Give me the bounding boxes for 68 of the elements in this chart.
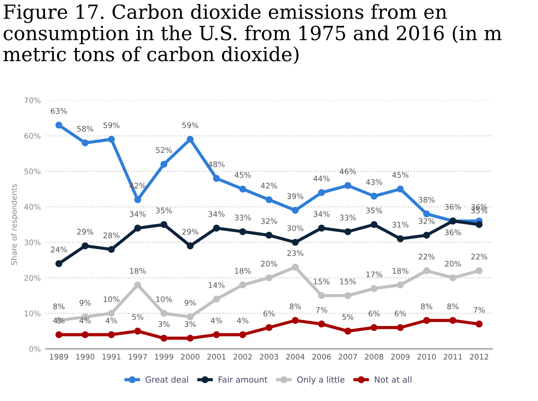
point	[108, 331, 115, 338]
point	[108, 310, 115, 317]
point	[476, 320, 483, 328]
point	[266, 324, 272, 332]
point	[186, 136, 194, 143]
point	[160, 310, 168, 317]
point	[449, 274, 456, 282]
point	[423, 210, 430, 218]
point	[212, 296, 220, 303]
point	[396, 186, 404, 193]
point	[266, 232, 272, 239]
point	[423, 232, 430, 239]
point	[344, 182, 352, 189]
legend-label: Fair amount	[218, 376, 268, 383]
point	[82, 331, 89, 338]
point	[108, 246, 115, 253]
point	[370, 192, 378, 200]
legend-label: Great deal	[146, 376, 188, 383]
point	[108, 136, 115, 143]
point	[423, 267, 430, 274]
point	[55, 331, 62, 338]
legend-label: Not at all	[374, 376, 412, 383]
point	[239, 186, 246, 193]
legend-label: Only a little	[297, 376, 344, 384]
point	[134, 281, 142, 288]
point	[212, 224, 220, 232]
point	[396, 235, 404, 242]
point	[212, 331, 220, 338]
point	[134, 328, 142, 335]
point	[55, 122, 62, 129]
point	[160, 221, 168, 228]
point	[82, 242, 89, 250]
point	[239, 281, 246, 288]
point	[344, 328, 352, 335]
point	[344, 228, 352, 236]
point	[186, 242, 194, 250]
point	[318, 224, 326, 232]
point	[476, 221, 483, 228]
point	[266, 196, 272, 204]
point	[82, 139, 89, 146]
point	[370, 324, 378, 332]
point	[396, 324, 404, 332]
point	[370, 285, 378, 292]
point	[239, 228, 246, 236]
point	[292, 206, 299, 214]
point	[134, 224, 142, 232]
point	[239, 331, 246, 338]
point	[212, 174, 220, 182]
point	[292, 238, 299, 246]
point	[318, 320, 326, 328]
chart-title: Figure 17. Carbon dioxide emissions from en consumption in the U.S. from 1975 and 2016 (in m metric tons of carbon dioxide)	[3, 4, 502, 64]
point	[292, 264, 299, 271]
point	[266, 274, 272, 282]
point	[186, 313, 194, 320]
point	[186, 334, 194, 342]
point	[344, 292, 352, 300]
point	[134, 196, 142, 204]
point	[160, 334, 168, 342]
point	[318, 292, 326, 300]
point	[370, 221, 378, 228]
point	[292, 316, 299, 324]
point	[160, 160, 168, 168]
point	[55, 260, 62, 268]
point	[476, 267, 483, 274]
point	[396, 281, 404, 288]
point	[318, 189, 326, 196]
point	[449, 316, 456, 324]
point	[423, 316, 430, 324]
